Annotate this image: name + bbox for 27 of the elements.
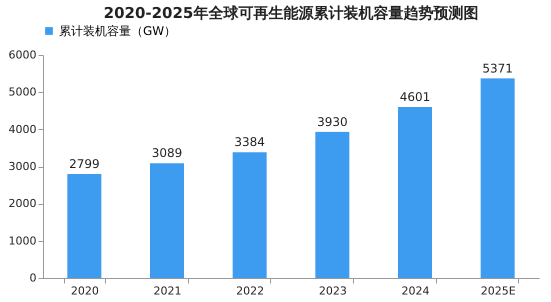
x-tick-label: 2021 <box>154 284 182 298</box>
bar <box>67 174 102 278</box>
bar <box>398 106 432 278</box>
x-tick-label: 2025E <box>480 284 516 298</box>
bar <box>315 132 350 278</box>
bar <box>150 163 184 278</box>
y-tick-label: 0 <box>30 272 36 284</box>
bar <box>232 152 267 278</box>
data-label: 5371 <box>482 61 513 76</box>
bar <box>480 78 515 278</box>
x-tick-label: 2022 <box>236 284 264 298</box>
chart-title: 2020-2025年全球可再生能源累计装机容量趋势预测图 <box>104 4 478 22</box>
y-tick-label: 1000 <box>8 234 36 248</box>
x-tick-label: 2023 <box>318 284 347 298</box>
data-label: 2799 <box>69 156 100 171</box>
data-label: 3089 <box>152 146 182 160</box>
data-label: 3930 <box>317 114 348 129</box>
x-tick-label: 2020 <box>70 284 99 298</box>
y-tick-label: 2000 <box>8 197 36 210</box>
data-label: 3384 <box>234 135 265 150</box>
legend-label: 累计装机容量（GW） <box>59 24 176 38</box>
data-label: 4601 <box>400 90 430 104</box>
y-tick-label: 3000 <box>8 160 36 173</box>
y-tick-label: 5000 <box>8 86 36 99</box>
y-tick-label: 6000 <box>8 48 36 62</box>
y-tick-label: 4000 <box>8 122 36 136</box>
x-tick-label: 2024 <box>402 284 430 298</box>
